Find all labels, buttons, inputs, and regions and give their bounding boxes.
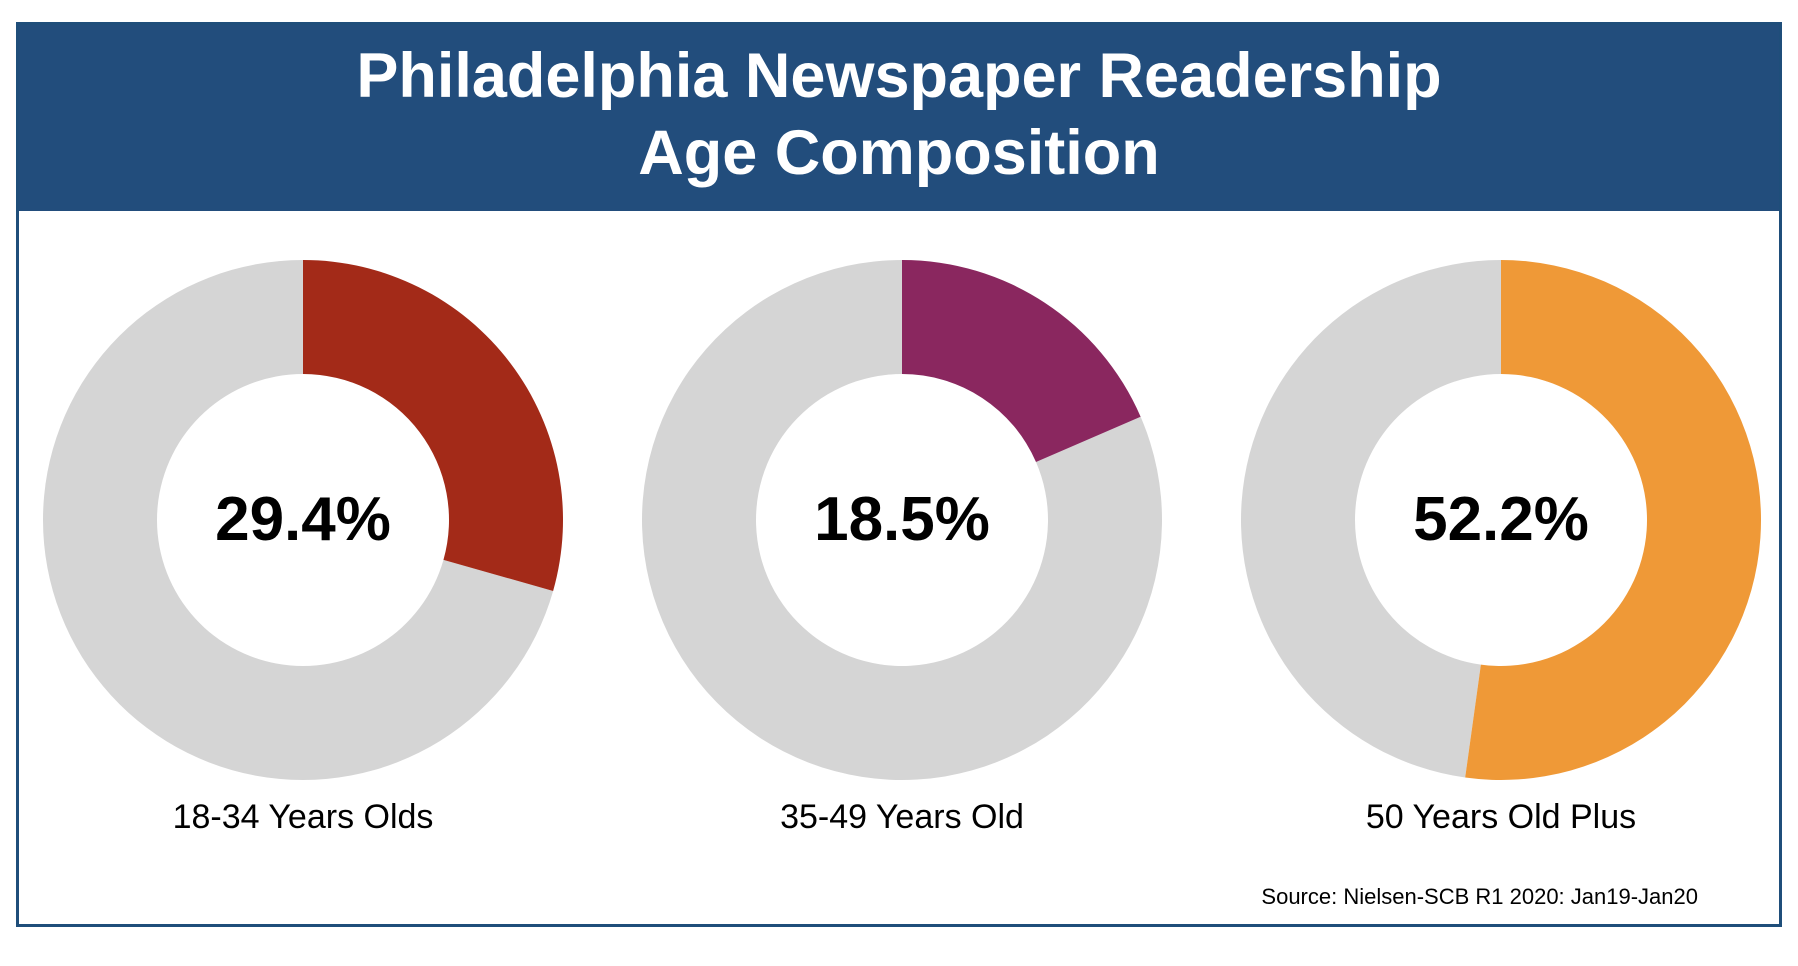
donut-chart: 29.4% 18-34 Years Olds [43, 260, 563, 836]
donut-value-label: 29.4% [215, 485, 391, 554]
donut-category-label: 50 Years Old Plus [1366, 798, 1636, 836]
donut-value-label: 18.5% [814, 485, 990, 554]
donut-value-segment [902, 260, 1141, 462]
donut-category-label: 18-34 Years Olds [173, 798, 434, 836]
source-note: Source: Nielsen-SCB R1 2020: Jan19-Jan20 [1261, 884, 1698, 910]
donut-chart: 52.2% 50 Years Old Plus [1241, 260, 1761, 836]
donut-category-label: 35-49 Years Old [780, 798, 1024, 836]
donut-value-label: 52.2% [1413, 485, 1589, 554]
donut-chart: 18.5% 35-49 Years Old [642, 260, 1162, 836]
